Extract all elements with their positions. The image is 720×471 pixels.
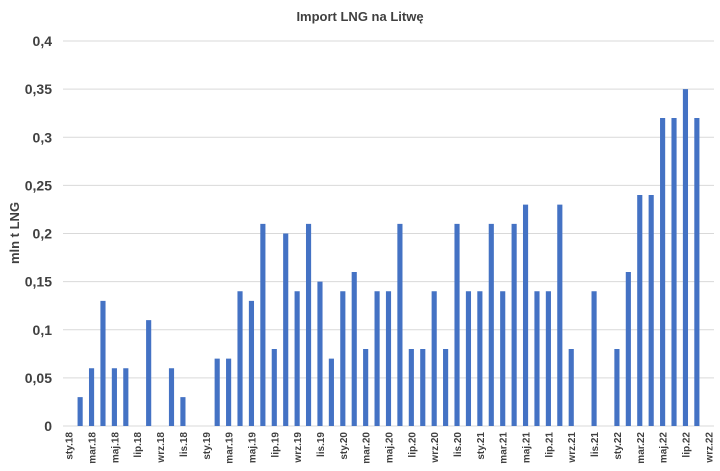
- x-tick-label: lis.18: [179, 432, 190, 457]
- bar: [237, 291, 243, 426]
- bar: [283, 233, 289, 426]
- bar: [100, 300, 106, 426]
- bar: [637, 195, 643, 426]
- bar: [226, 358, 232, 426]
- y-tick-label: 0,2: [33, 226, 53, 242]
- x-tick-label: sty.20: [339, 432, 350, 460]
- x-tick-label: maj.18: [110, 432, 121, 464]
- y-tick-label: 0: [44, 418, 52, 434]
- bar: [660, 118, 666, 426]
- bar: [168, 368, 175, 426]
- bar: [488, 223, 494, 426]
- bar: [111, 368, 117, 426]
- y-tick-label: 0,15: [25, 274, 52, 290]
- bar: [214, 358, 220, 426]
- y-tick-label: 0,4: [33, 33, 53, 49]
- bar: [317, 281, 323, 426]
- bar: [248, 300, 255, 426]
- x-axis-ticks: sty.18 mar.18 maj.18 lip.18 wrz.18 lis.18 sty.…: [65, 432, 716, 464]
- bar: [522, 204, 529, 426]
- bar: [625, 272, 631, 426]
- x-tick-label: lip.18: [133, 432, 144, 458]
- x-tick-label: wrz.20: [430, 432, 441, 464]
- x-tick-label: lip.22: [681, 432, 692, 458]
- x-tick-label: lip.19: [270, 432, 281, 458]
- bar: [557, 204, 563, 426]
- bar: [454, 223, 460, 426]
- x-tick-label: mar.18: [88, 432, 99, 464]
- x-tick-label: lis.21: [590, 432, 601, 457]
- x-tick-label: maj.21: [522, 432, 533, 464]
- bar: [614, 349, 620, 426]
- bars: [77, 89, 700, 426]
- bar: [123, 368, 129, 426]
- y-axis-ticks: 0 0,05 0,1 0,15 0,2 0,25 0,3 0,35 0,4: [25, 33, 52, 434]
- bar: [671, 118, 677, 426]
- x-tick-label: mar.21: [499, 432, 510, 464]
- x-tick-label: wrz.19: [293, 432, 304, 464]
- chart-title: Import LNG na Litwę: [296, 9, 423, 24]
- bar: [568, 349, 574, 426]
- bar: [340, 291, 346, 426]
- bar: [363, 349, 369, 426]
- bar: [271, 349, 277, 426]
- bar: [408, 349, 414, 426]
- bar: [500, 291, 506, 426]
- bar: [682, 89, 689, 426]
- y-tick-label: 0,1: [33, 322, 53, 338]
- bar: [465, 291, 472, 426]
- bar: [431, 291, 437, 426]
- x-tick-label: mar.20: [362, 432, 373, 464]
- bar: [305, 223, 312, 426]
- bar: [545, 291, 551, 426]
- bar: [420, 349, 426, 426]
- bar: [648, 195, 654, 426]
- x-tick-label: lis.20: [453, 432, 464, 457]
- x-tick-label: sty.18: [65, 432, 76, 460]
- x-tick-label: wrz.22: [704, 432, 715, 464]
- bar: [511, 223, 517, 426]
- x-tick-label: maj.19: [247, 432, 258, 464]
- x-tick-label: sty.22: [613, 432, 624, 460]
- y-tick-label: 0,3: [33, 129, 53, 145]
- bar: [477, 291, 483, 426]
- bar: [374, 291, 380, 426]
- x-tick-label: sty.19: [202, 432, 213, 460]
- bar: [180, 397, 186, 426]
- x-tick-label: sty.21: [476, 432, 487, 460]
- bar: [534, 291, 540, 426]
- y-tick-label: 0,25: [25, 177, 52, 193]
- y-axis-label: mln t LNG: [7, 202, 22, 264]
- x-tick-label: lis.19: [316, 432, 327, 457]
- bar: [328, 358, 334, 426]
- x-tick-label: mar.19: [225, 432, 236, 464]
- bar: [385, 291, 392, 426]
- x-tick-label: maj.20: [385, 432, 396, 464]
- x-tick-label: wrz.21: [567, 432, 578, 464]
- x-tick-label: wrz.18: [156, 432, 167, 464]
- bar: [694, 118, 700, 426]
- bar: [397, 223, 403, 426]
- bar: [591, 291, 597, 426]
- bar: [88, 368, 95, 426]
- bar: [146, 320, 152, 426]
- bar: [260, 223, 266, 426]
- bar: [77, 397, 83, 426]
- bar: [351, 272, 357, 426]
- x-tick-label: mar.22: [636, 432, 647, 464]
- bar: [443, 349, 449, 426]
- bar: [294, 291, 300, 426]
- x-tick-label: lip.20: [407, 432, 418, 458]
- x-tick-label: lip.21: [544, 432, 555, 458]
- y-tick-label: 0,35: [25, 81, 52, 97]
- x-tick-label: maj.22: [659, 432, 670, 464]
- y-tick-label: 0,05: [25, 370, 52, 386]
